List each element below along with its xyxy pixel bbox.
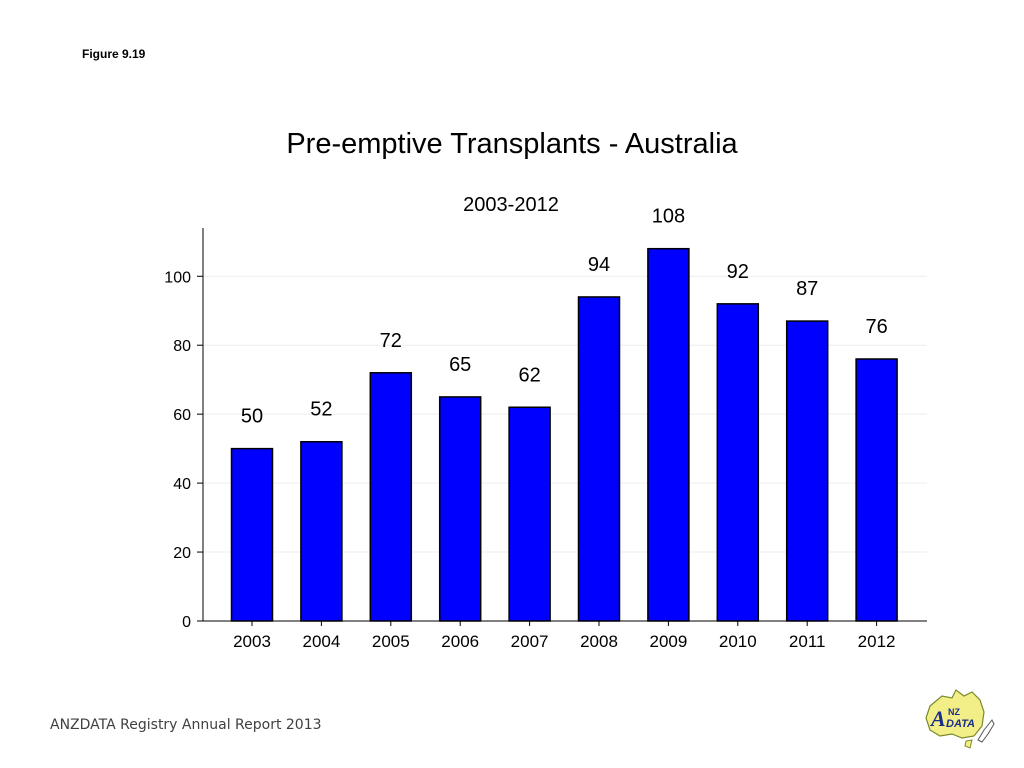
bar-2004 — [300, 440, 343, 622]
data-label-2007: 62 — [518, 364, 540, 386]
chart-title: Pre-emptive Transplants - Australia — [286, 128, 738, 160]
bar-2003 — [230, 447, 274, 622]
y-tick-label: 0 — [182, 614, 191, 631]
data-labels: 50 52 72 65 62 94 108 92 87 76 — [241, 206, 888, 428]
data-label-2011: 87 — [796, 278, 818, 300]
bar-2006 — [438, 396, 482, 622]
footer-text: ANZDATA Registry Annual Report 2013 — [50, 717, 322, 733]
data-label-2009: 108 — [652, 206, 685, 228]
data-label-2006: 65 — [449, 354, 471, 376]
y-tick-label: 80 — [173, 338, 191, 355]
data-label-2004: 52 — [310, 399, 332, 421]
chart-subtitle: 2003-2012 — [463, 194, 559, 216]
x-tick-label: 2011 — [789, 632, 826, 651]
x-tick-label: 2010 — [719, 632, 757, 651]
bar-2009 — [647, 247, 690, 622]
bar-2011 — [785, 320, 829, 622]
logo-text-nz: NZ — [948, 707, 960, 717]
x-tick-label: 2006 — [441, 632, 479, 651]
axes: 0 20 40 60 80 100 2003 2004 2005 2006 2007 2008 2009… — [164, 228, 927, 651]
logo-text-data: DATA — [946, 718, 975, 730]
y-tick-label: 60 — [173, 407, 191, 424]
x-tick-label: 2009 — [649, 632, 687, 651]
data-label-2010: 92 — [727, 261, 749, 283]
bar-2008 — [577, 296, 621, 622]
x-tick-label: 2004 — [302, 632, 340, 651]
anzdata-logo: A NZ DATA — [925, 689, 995, 749]
x-tick-label: 2005 — [372, 632, 410, 651]
bars — [230, 247, 898, 622]
x-tick-label: 2012 — [858, 632, 896, 651]
logo-text-a: A — [929, 706, 946, 731]
data-label-2012: 76 — [865, 316, 887, 338]
bar-2005 — [369, 372, 413, 622]
bar-2007 — [508, 406, 551, 622]
y-tick-label: 20 — [173, 545, 191, 562]
y-tick-label: 40 — [173, 476, 191, 493]
bar-2012 — [855, 358, 898, 622]
x-tick-label: 2003 — [233, 632, 271, 651]
x-tick-label: 2007 — [511, 632, 549, 651]
data-label-2008: 94 — [588, 254, 610, 276]
data-label-2005: 72 — [380, 330, 402, 352]
bar-2010 — [716, 303, 760, 622]
x-tick-label: 2008 — [580, 632, 618, 651]
figure-label: Figure 9.19 — [82, 47, 146, 61]
y-tick-label: 100 — [164, 269, 191, 286]
data-label-2003: 50 — [241, 406, 263, 428]
